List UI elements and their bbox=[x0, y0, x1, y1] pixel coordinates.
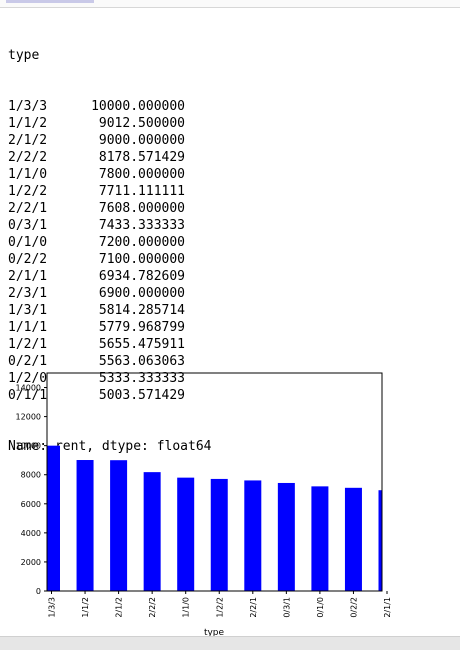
bar bbox=[143, 472, 161, 591]
series-row-key: 0/1/0 bbox=[8, 235, 48, 250]
y-tick-label: 12000 bbox=[16, 413, 41, 422]
series-row: 1/1/1 5779.968799 bbox=[8, 319, 212, 336]
series-row-value: 6900.000000 bbox=[98, 286, 185, 301]
series-row-key: 0/2/1 bbox=[8, 354, 48, 369]
series-row-key: 0/1/1 bbox=[8, 388, 48, 403]
x-tick-label: 1/1/2 bbox=[81, 597, 90, 618]
series-row-key: 2/3/1 bbox=[8, 286, 48, 301]
series-row: 2/1/2 9000.000000 bbox=[8, 132, 212, 149]
series-row: 0/3/1 7433.333333 bbox=[8, 217, 212, 234]
series-row-value: 5779.968799 bbox=[98, 320, 185, 335]
series-row-key: 1/2/0 bbox=[8, 371, 48, 386]
plot-frame bbox=[46, 372, 383, 592]
series-row-value: 5814.285714 bbox=[98, 303, 185, 318]
series-row-key: 1/3/1 bbox=[8, 303, 48, 318]
x-tick-label: 2/2/1 bbox=[249, 597, 258, 618]
bar bbox=[110, 460, 128, 591]
bar bbox=[277, 482, 295, 591]
series-row: 1/1/2 9012.500000 bbox=[8, 115, 212, 132]
series-row-value: 5655.475911 bbox=[98, 337, 185, 352]
series-index-name: type bbox=[8, 48, 40, 63]
series-row-value: 7200.000000 bbox=[98, 235, 185, 250]
series-row-value: 7800.000000 bbox=[98, 167, 185, 182]
bar bbox=[311, 486, 329, 591]
x-tick-label: 1/1/0 bbox=[182, 597, 191, 618]
y-tick-label: 4000 bbox=[21, 529, 41, 538]
y-tick-label: 8000 bbox=[21, 471, 41, 480]
series-row-value: 9012.500000 bbox=[98, 116, 185, 131]
series-row: 2/3/1 6900.000000 bbox=[8, 285, 212, 302]
series-row-value: 7711.111111 bbox=[98, 184, 185, 199]
series-row-value: 5003.571429 bbox=[98, 388, 185, 403]
series-row: 0/1/0 7200.000000 bbox=[8, 234, 212, 251]
y-tick-label: 6000 bbox=[21, 500, 41, 509]
cell-output: type 1/3/3 10000.000000 1/1/2 9012.500000 2/… bbox=[8, 13, 212, 472]
series-row: 1/2/1 5655.475911 bbox=[8, 336, 212, 353]
y-axis: 0 2000 4000 6000 8000 10000 12000 14000 bbox=[16, 384, 47, 596]
x-tick-label: 0/3/1 bbox=[282, 597, 291, 618]
series-row-value: 8178.571429 bbox=[98, 150, 185, 165]
active-tab-indicator bbox=[6, 0, 94, 3]
x-axis-label: type bbox=[204, 628, 225, 638]
y-tick-label: 0 bbox=[36, 587, 41, 596]
x-tick-label: 2/1/2 bbox=[115, 597, 124, 618]
series-row: 1/3/3 10000.000000 bbox=[8, 98, 212, 115]
y-tick-label: 14000 bbox=[16, 384, 41, 393]
series-row: 1/2/0 5333.333333 bbox=[8, 370, 212, 387]
series-row: 2/1/1 6934.782609 bbox=[8, 268, 212, 285]
x-tick-label: 2/2/2 bbox=[148, 597, 157, 618]
horizontal-scrollbar[interactable] bbox=[0, 636, 460, 650]
series-row-value: 7433.333333 bbox=[98, 218, 185, 233]
series-row-key: 2/2/2 bbox=[8, 150, 48, 165]
series-row-key: 2/2/1 bbox=[8, 201, 48, 216]
bar bbox=[47, 445, 60, 591]
series-row-value: 7100.000000 bbox=[98, 252, 185, 267]
series-row: 1/1/0 7800.000000 bbox=[8, 166, 212, 183]
series-row-value: 5563.063063 bbox=[98, 354, 185, 369]
series-row: 2/2/1 7608.000000 bbox=[8, 200, 212, 217]
x-tick-label: 1/3/3 bbox=[48, 597, 57, 618]
series-row-key: 1/1/2 bbox=[8, 116, 48, 131]
series-row-key: 1/3/3 bbox=[8, 99, 48, 114]
y-tick-label: 2000 bbox=[21, 558, 41, 567]
series-row-key: 1/1/1 bbox=[8, 320, 48, 335]
x-axis: 1/3/3 1/1/2 2/1/2 2/2/2 1/1/0 1/2/2 2/2/1 0/3/1… bbox=[48, 591, 392, 618]
x-tick-label: 0/2/2 bbox=[349, 597, 358, 618]
bar bbox=[344, 487, 362, 591]
y-tick-label: 10000 bbox=[16, 442, 41, 451]
bar bbox=[76, 460, 94, 591]
cell-tab-bar bbox=[0, 0, 460, 8]
series-row: 0/2/1 5563.063063 bbox=[8, 353, 212, 370]
bars-group bbox=[47, 445, 382, 591]
series-row-key: 1/2/1 bbox=[8, 337, 48, 352]
bar bbox=[378, 490, 382, 591]
series-row-value: 7608.000000 bbox=[98, 201, 185, 216]
series-row-key: 0/2/2 bbox=[8, 252, 48, 267]
series-row-key: 2/1/2 bbox=[8, 133, 48, 148]
bar bbox=[244, 480, 262, 591]
x-tick-label: 2/1/1 bbox=[383, 597, 392, 618]
x-tick-label: 1/2/2 bbox=[215, 597, 224, 618]
series-row: 0/1/1 5003.571429 bbox=[8, 387, 212, 404]
series-row: 2/2/2 8178.571429 bbox=[8, 149, 212, 166]
bar bbox=[210, 478, 228, 591]
series-row-value: 9000.000000 bbox=[98, 133, 185, 148]
series-row-value: 6934.782609 bbox=[98, 269, 185, 284]
series-rows: 1/3/3 10000.000000 1/1/2 9012.500000 2/1/2 90… bbox=[8, 98, 212, 404]
x-tick-label: 0/1/0 bbox=[316, 597, 325, 618]
series-row: 1/2/2 7711.111111 bbox=[8, 183, 212, 200]
series-row: 1/3/1 5814.285714 bbox=[8, 302, 212, 319]
series-row-value: 10000.000000 bbox=[91, 99, 185, 114]
bar bbox=[177, 477, 195, 591]
series-row: 0/2/2 7100.000000 bbox=[8, 251, 212, 268]
series-row-key: 0/3/1 bbox=[8, 218, 48, 233]
series-row-value: 5333.333333 bbox=[98, 371, 185, 386]
series-row-key: 2/1/1 bbox=[8, 269, 48, 284]
series-footer: Name: rent, dtype: float64 bbox=[8, 439, 212, 454]
series-row-key: 1/2/2 bbox=[8, 184, 48, 199]
series-row-key: 1/1/0 bbox=[8, 167, 48, 182]
